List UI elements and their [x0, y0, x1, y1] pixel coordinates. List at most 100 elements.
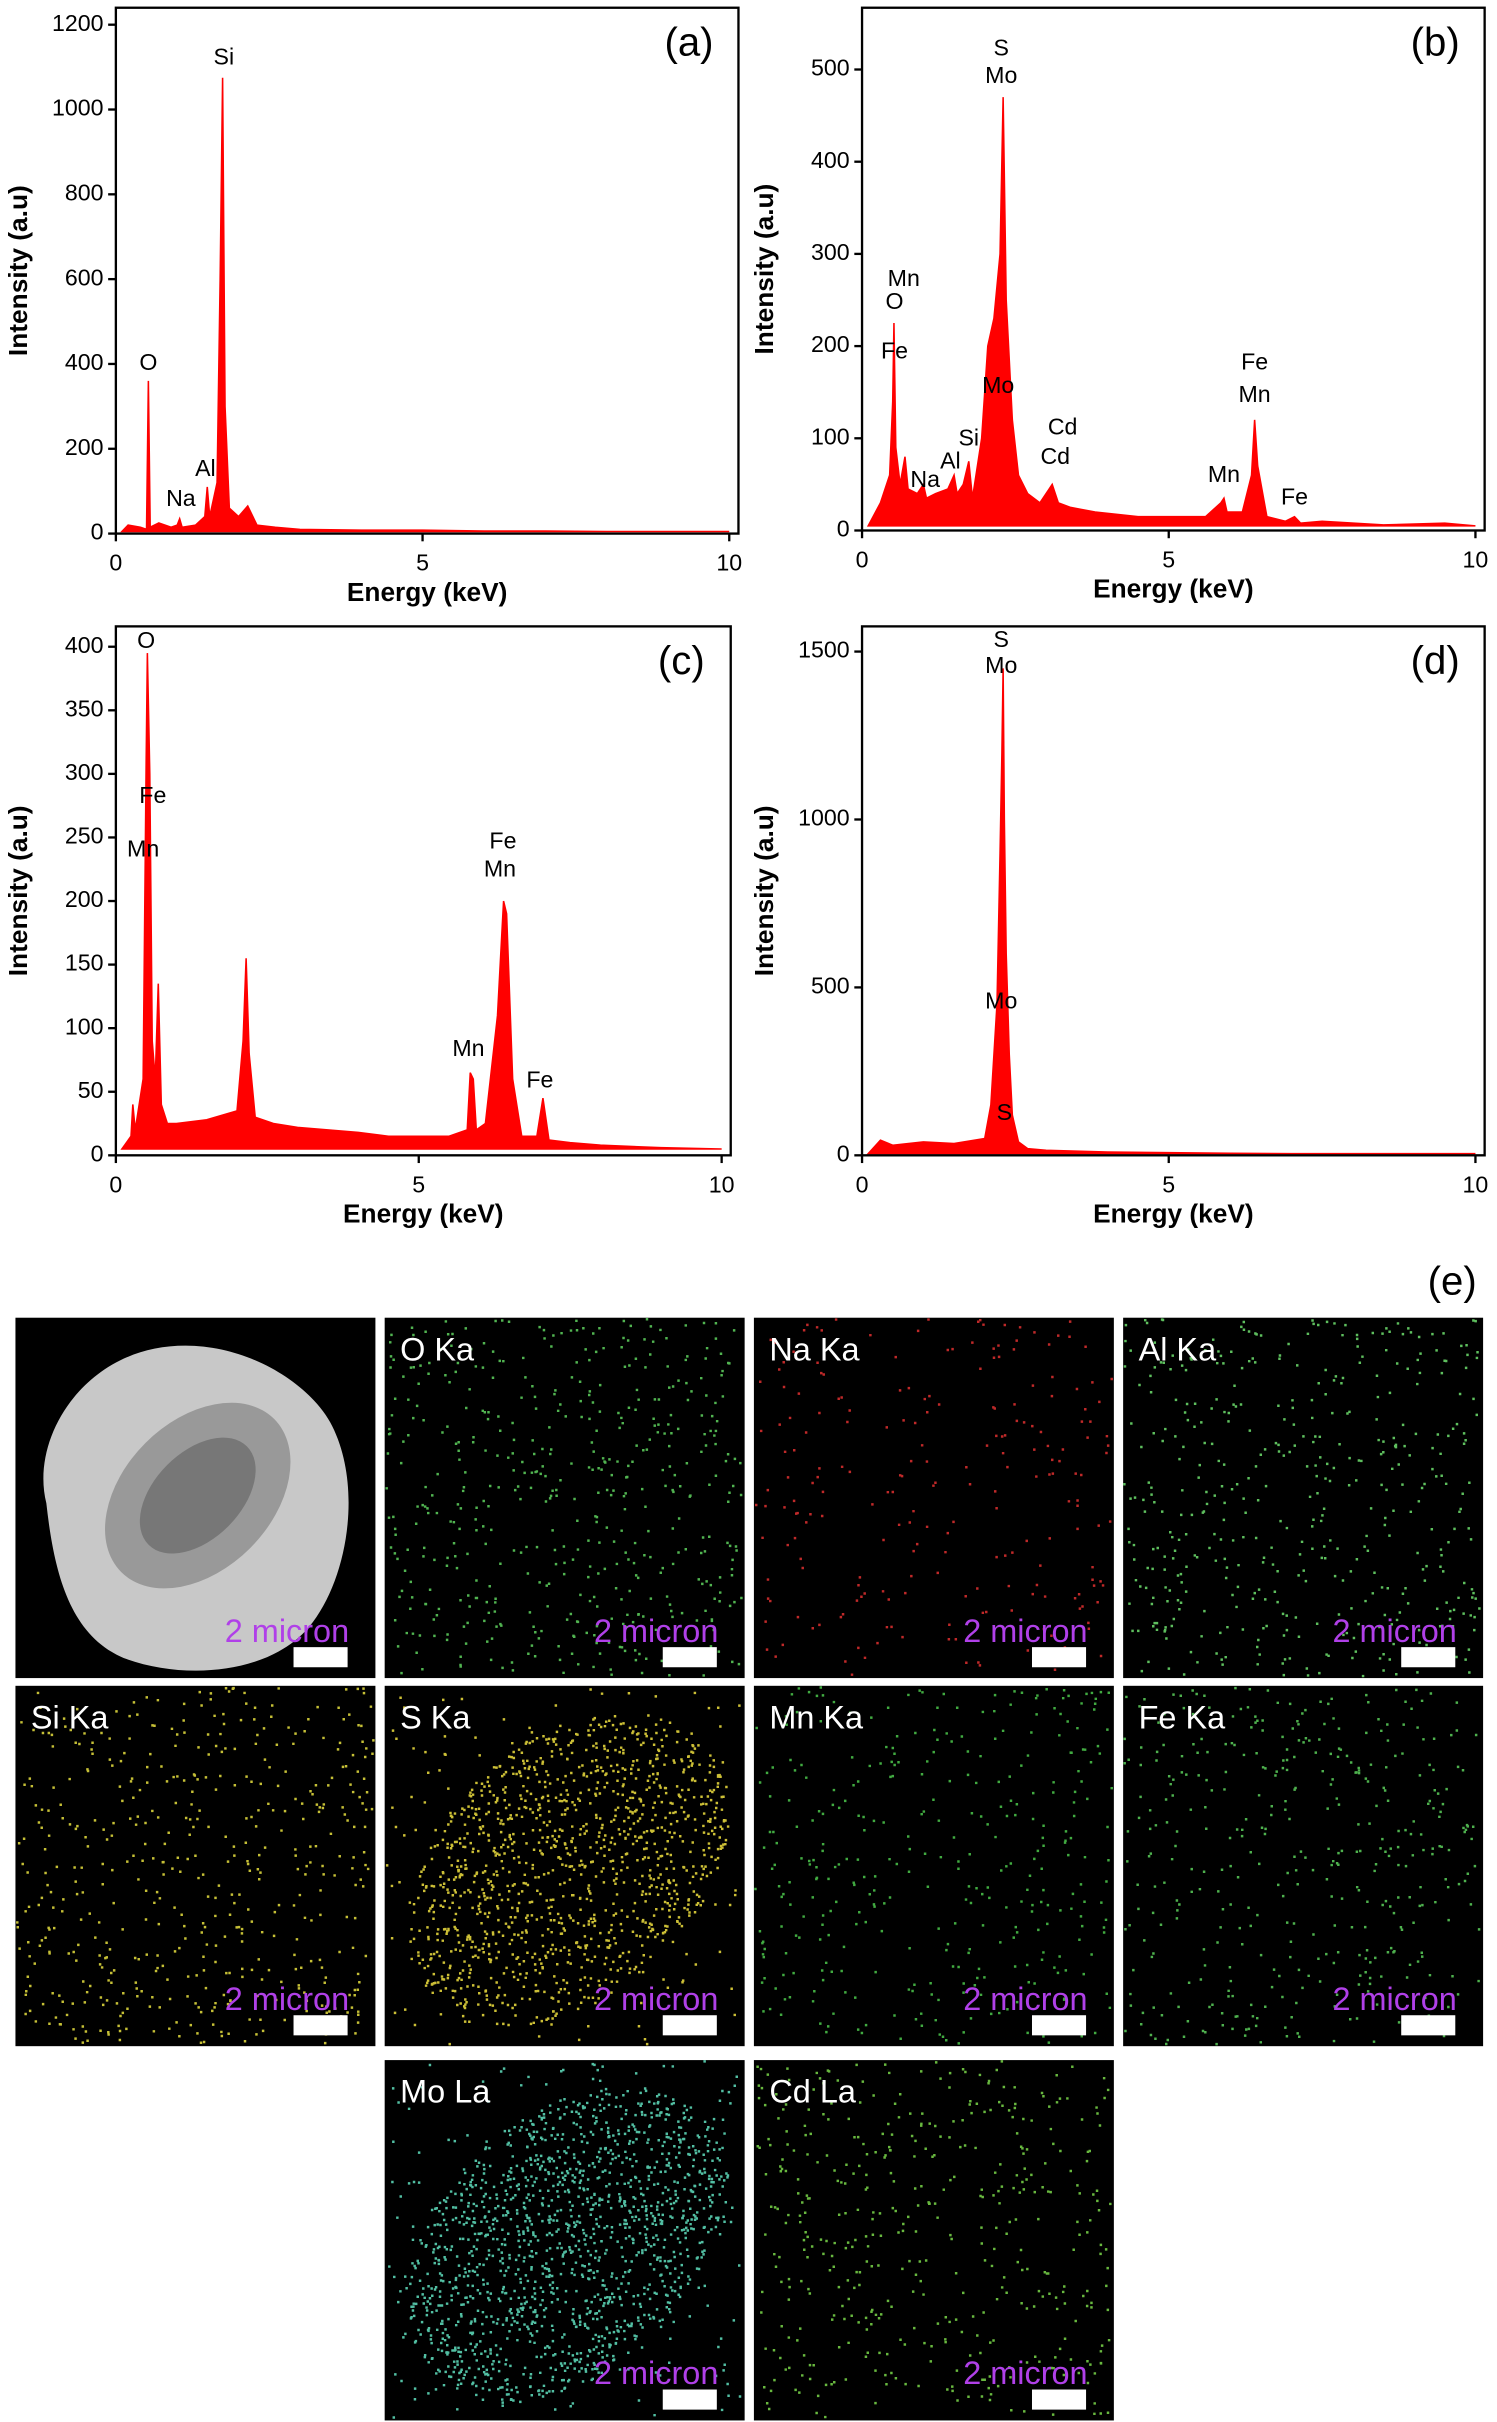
- peak-label: Al: [195, 455, 216, 481]
- scale-label: 2 micron: [1332, 1981, 1456, 2017]
- map-panel: [384, 2060, 745, 2421]
- map-panel: [753, 2060, 1114, 2421]
- peak-label: Fe: [1281, 483, 1308, 509]
- maps-label: (e): [1428, 1258, 1477, 1303]
- panel-label: (d): [1411, 638, 1460, 683]
- y-tick-label: 200: [65, 886, 104, 912]
- peak-label: O: [886, 288, 904, 314]
- peak-label: Si: [958, 424, 979, 450]
- peak-label: Al: [940, 447, 961, 473]
- peak-label: Mn: [452, 1035, 484, 1061]
- spectrum: [120, 653, 722, 1150]
- x-tick-label: 10: [1463, 547, 1489, 573]
- peak-label: S: [994, 626, 1009, 652]
- y-tick-label: 0: [91, 519, 104, 545]
- y-tick-label: 250: [65, 823, 104, 849]
- scale-bar: [662, 1647, 717, 1668]
- scale-label: 2 micron: [963, 1981, 1087, 2017]
- map-title: S Ka: [400, 1699, 471, 1735]
- y-tick-label: 300: [811, 239, 850, 265]
- y-tick-label: 400: [811, 147, 850, 173]
- peak-label: Mo: [985, 62, 1017, 88]
- y-axis-label: Intensity (a.u): [749, 184, 779, 355]
- map-title: Al Ka: [1139, 1331, 1217, 1367]
- x-tick-label: 10: [716, 550, 742, 576]
- y-axis-label: Intensity (a.u): [749, 805, 779, 976]
- scale-label: 2 micron: [594, 1981, 718, 2017]
- scale-label: 2 micron: [963, 2355, 1087, 2391]
- y-tick-label: 300: [65, 759, 104, 785]
- peak-label: S: [997, 1099, 1012, 1125]
- y-tick-label: 1200: [52, 10, 104, 36]
- peak-label: Mo: [985, 987, 1017, 1013]
- peak-label: Fe: [139, 782, 166, 808]
- scale-bar: [1401, 2015, 1456, 2036]
- y-tick-label: 0: [91, 1140, 104, 1166]
- peak-label: Fe: [526, 1067, 553, 1093]
- map-dots: [385, 1688, 741, 2046]
- y-axis-label: Intensity (a.u): [3, 805, 33, 976]
- x-axis-label: Energy (keV): [1093, 574, 1253, 604]
- spectrum: [866, 97, 1476, 527]
- y-tick-label: 500: [811, 973, 850, 999]
- x-tick-label: 0: [109, 1171, 122, 1197]
- map-title: Na Ka: [769, 1331, 860, 1367]
- y-tick-label: 1000: [798, 805, 850, 831]
- x-axis-label: Energy (keV): [343, 1199, 503, 1229]
- panel-label: (c): [658, 638, 705, 683]
- spectrum: [866, 668, 1476, 1155]
- peak-label: Mn: [484, 856, 516, 882]
- plot-frame: [860, 625, 1486, 1157]
- scale-label: 2 micron: [225, 1981, 349, 2017]
- x-tick-label: 10: [709, 1171, 735, 1197]
- y-tick-label: 500: [811, 55, 850, 81]
- spectrum: [120, 77, 730, 533]
- scale-label: 2 micron: [594, 1613, 718, 1649]
- map-dots: [1123, 1686, 1481, 2046]
- peak-label: Fe: [1241, 349, 1268, 375]
- map-title: Mo La: [400, 2074, 491, 2110]
- x-tick-label: 0: [856, 547, 869, 573]
- peak-label: Na: [910, 466, 940, 492]
- y-tick-label: 150: [65, 950, 104, 976]
- x-tick-label: 0: [109, 550, 122, 576]
- map-panel: [1123, 1317, 1484, 1679]
- panel-label: (b): [1411, 19, 1460, 64]
- x-tick-label: 0: [856, 1171, 869, 1197]
- scale-label: 2 micron: [225, 1613, 349, 1649]
- scale-label: 2 micron: [963, 1613, 1087, 1649]
- x-tick-label: 10: [1463, 1171, 1489, 1197]
- scale-bar: [1401, 1647, 1456, 1668]
- scale-label: 2 micron: [594, 2355, 718, 2391]
- peak-label: Mo: [985, 652, 1017, 678]
- peak-label: Si: [214, 44, 235, 70]
- map-title: Cd La: [769, 2074, 857, 2110]
- peak-label: Mo: [982, 372, 1014, 398]
- sem-image: [43, 1345, 349, 1671]
- peak-label: Fe: [489, 828, 516, 854]
- peak-label: Cd: [1048, 413, 1078, 439]
- scale-bar: [662, 2015, 717, 2036]
- y-tick-label: 350: [65, 695, 104, 721]
- peak-label: S: [994, 34, 1009, 60]
- y-tick-label: 800: [65, 179, 104, 205]
- y-tick-label: 400: [65, 349, 104, 375]
- map-title: Mn Ka: [769, 1699, 864, 1735]
- x-tick-label: 5: [1162, 1171, 1175, 1197]
- x-tick-label: 5: [416, 550, 429, 576]
- peak-label: Mn: [1239, 381, 1271, 407]
- y-tick-label: 0: [837, 1140, 850, 1166]
- map-dots: [1123, 1318, 1481, 1678]
- y-tick-label: 1500: [798, 637, 850, 663]
- map-panel: [753, 1685, 1114, 2047]
- plot-frame: [114, 6, 740, 535]
- scale-bar: [1031, 1647, 1087, 1668]
- x-tick-label: 5: [412, 1171, 425, 1197]
- map-title: Fe Ka: [1139, 1699, 1226, 1735]
- panel-label: (a): [664, 19, 713, 64]
- x-axis-label: Energy (keV): [1093, 1199, 1253, 1229]
- x-axis-label: Energy (keV): [347, 577, 507, 607]
- scale-bar: [1031, 2389, 1087, 2410]
- scale-bar: [293, 1647, 348, 1668]
- scale-bar: [662, 2389, 717, 2410]
